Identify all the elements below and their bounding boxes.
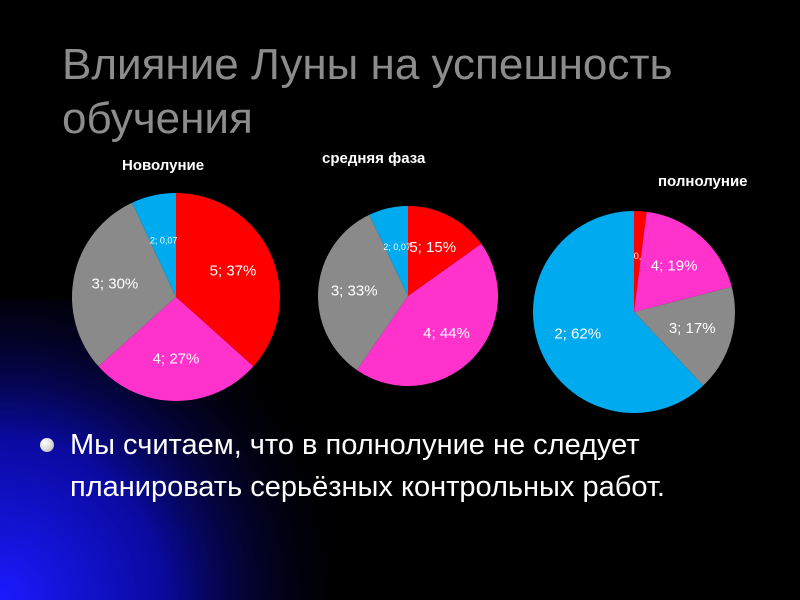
pie-slice xyxy=(176,193,280,367)
pie-slice xyxy=(369,206,408,296)
pie-slice-label: 4; 19% xyxy=(651,257,698,274)
pie-slice xyxy=(72,202,176,367)
pie-slice-label: 2; 62% xyxy=(554,325,601,342)
chart-title-new-moon: Новолуние xyxy=(122,157,205,174)
pie-slice-label: 3; 17% xyxy=(669,320,716,337)
pie-slice xyxy=(132,193,176,297)
pie-slice-label: 4; 27% xyxy=(153,350,200,367)
pie-slice-label: 3; 30% xyxy=(92,275,139,292)
slide-title: Влияние Луны на успешность обучения xyxy=(62,40,673,143)
pie-slice xyxy=(408,206,482,296)
pie-slice xyxy=(318,214,408,371)
pie-slice xyxy=(356,243,499,387)
pie-slice xyxy=(533,211,704,413)
pie-slice-label: 3; 33% xyxy=(331,283,378,300)
chart-title-middle-phase: средняя фаза xyxy=(322,150,426,167)
pie-slice-label: 5; 15% xyxy=(409,239,456,256)
pie-new-moon: 5; 37% 4; 27% 3; 30% 2; 0,07 xyxy=(72,193,280,401)
pie-slice xyxy=(98,297,254,401)
bullet-icon xyxy=(40,438,54,452)
pie-slice-label: 2; 0,07 xyxy=(383,242,411,252)
pie-slice xyxy=(634,286,736,386)
pie-middle-phase: 5; 15% 4; 44% 3; 33% 2; 0,07 xyxy=(318,206,499,387)
bullet-text: Мы считаем, что в полнолуние не следует … xyxy=(70,429,665,503)
pie-slice xyxy=(634,211,647,312)
pie-full-moon: 5; 0,024; 19% 3; 17% 2; 62% xyxy=(533,211,736,413)
chart-title-full-moon: полнолуние xyxy=(658,173,748,190)
pie-slice-label: 5; 0,02 xyxy=(624,251,652,261)
pie-slice-label: 4; 44% xyxy=(423,325,470,342)
pie-slice-label: 2; 0,07 xyxy=(150,236,178,246)
pie-slice xyxy=(634,211,732,312)
pie-slice-label: 5; 37% xyxy=(210,263,257,280)
